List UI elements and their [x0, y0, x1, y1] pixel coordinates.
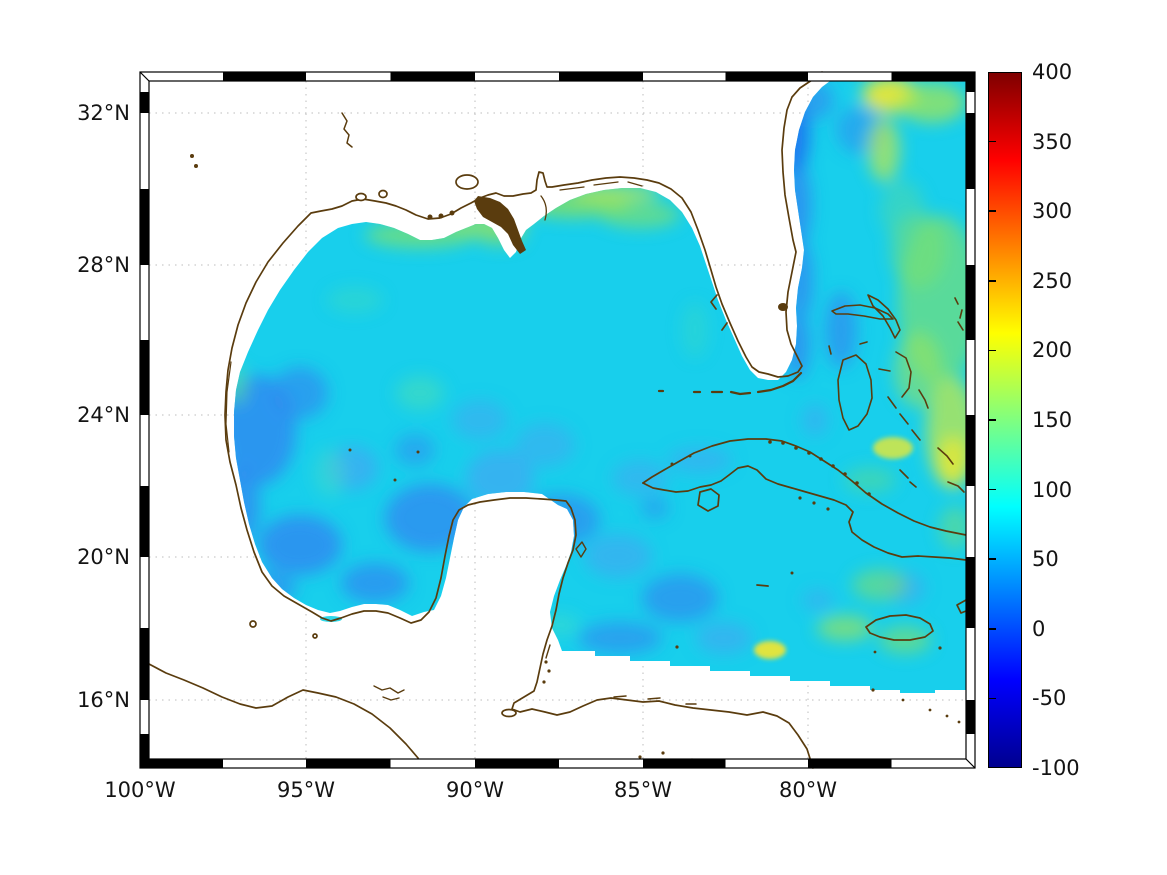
colorbar-tick-label: 150 [1032, 408, 1073, 432]
coastline-pacific [148, 663, 424, 768]
yucatan-caribbean-details [249, 448, 961, 762]
coastlines [148, 71, 967, 769]
y-tick-label: 32°N [77, 101, 130, 125]
hispaniola-fragment [956, 599, 967, 614]
cuba-archipelago-dots [670, 440, 871, 511]
colorbar-tick [988, 349, 996, 352]
colorbar-tick [988, 280, 996, 282]
colorbar-tick-label: 250 [1032, 268, 1073, 293]
jamaica [865, 614, 934, 641]
colorbar-tick-label: 50 [1032, 547, 1059, 572]
terminos-lagoon [320, 616, 342, 622]
data-field [234, 81, 966, 693]
colorbar-tick [988, 140, 996, 143]
isla-juventud [697, 488, 720, 512]
map-frame [139, 71, 976, 769]
colorbar-tick-label: 350 [1032, 129, 1073, 154]
coastline-cuba-south [642, 465, 967, 561]
bahamas [828, 294, 965, 493]
coastline-cuba-north [642, 438, 967, 536]
florida-keys [657, 371, 803, 396]
colorbar-tick-label: 0 [1032, 616, 1046, 641]
colorbar-tick-label: 300 [1032, 199, 1073, 224]
colorbar-tick [988, 210, 996, 212]
x-tick-label: 100°W [104, 778, 176, 802]
x-tick-label: 90°W [446, 778, 504, 802]
x-tick-label: 85°W [614, 778, 672, 802]
mississippi-delta [474, 196, 526, 254]
colorbar-tick [988, 419, 996, 421]
lake-okeechobee [778, 303, 788, 311]
lake-pontchartrain [455, 174, 479, 190]
y-tick-label: 20°N [77, 545, 130, 569]
colorbar-tick-label: 100 [1032, 477, 1073, 502]
colorbar-tick [988, 628, 996, 630]
colorbar-tick [988, 558, 996, 560]
x-tick-label: 95°W [277, 778, 335, 802]
coastline-north-america [224, 71, 823, 769]
colorbar-tick-label: -50 [1032, 686, 1067, 711]
y-tick-label: 16°N [77, 688, 130, 712]
colorbar-tick-label: -100 [1032, 756, 1080, 780]
colorbar-tick-label: 200 [1032, 338, 1073, 363]
colorbar-tick [988, 697, 996, 700]
y-tick-label: 28°N [77, 253, 130, 277]
gulf-coast-details [190, 112, 788, 453]
toledo-bend [341, 112, 353, 148]
laguna-madre [225, 361, 232, 453]
cozumel [575, 541, 587, 558]
colorbar-tick [988, 488, 996, 491]
colorbar-tick-label: 400 [1032, 60, 1073, 84]
y-tick-label: 24°N [77, 403, 130, 427]
x-tick-label: 80°W [779, 778, 837, 802]
